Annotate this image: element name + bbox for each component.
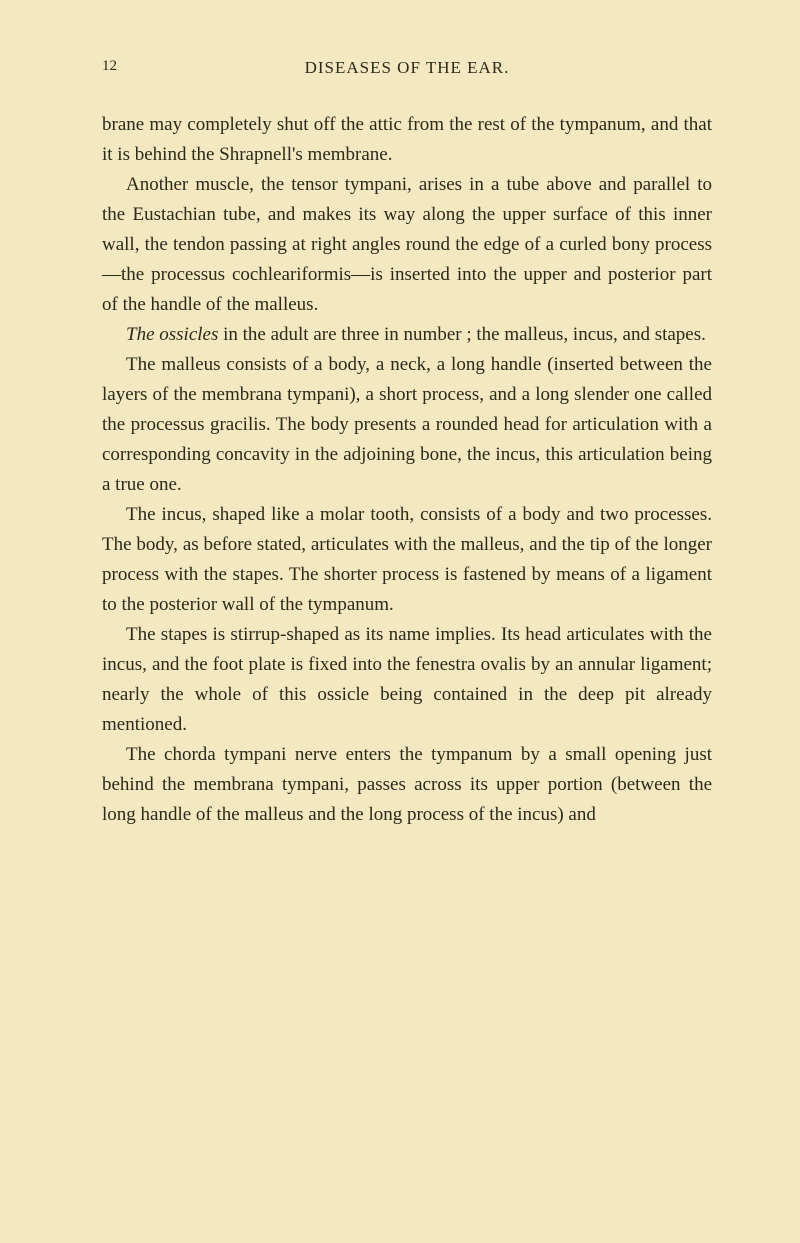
page-number: 12 bbox=[102, 58, 117, 75]
page-header: DISEASES OF THE EAR. bbox=[102, 58, 712, 78]
paragraph-1: brane may completely shut off the attic … bbox=[102, 110, 712, 170]
paragraph-7: The chorda tympani nerve enters the tymp… bbox=[102, 740, 712, 830]
paragraph-3-rest: in the adult are three in number ; the m… bbox=[218, 324, 706, 345]
paragraph-3: The ossicles in the adult are three in n… bbox=[102, 320, 712, 350]
paragraph-3-italic: The ossicles bbox=[126, 324, 218, 345]
paragraph-5: The incus, shaped like a molar tooth, co… bbox=[102, 500, 712, 620]
body-text-container: brane may completely shut off the attic … bbox=[102, 110, 712, 830]
paragraph-2: Another muscle, the tensor tympani, aris… bbox=[102, 170, 712, 320]
paragraph-6: The stapes is stirrup-shaped as its name… bbox=[102, 620, 712, 740]
paragraph-4: The malleus consists of a body, a neck, … bbox=[102, 350, 712, 500]
